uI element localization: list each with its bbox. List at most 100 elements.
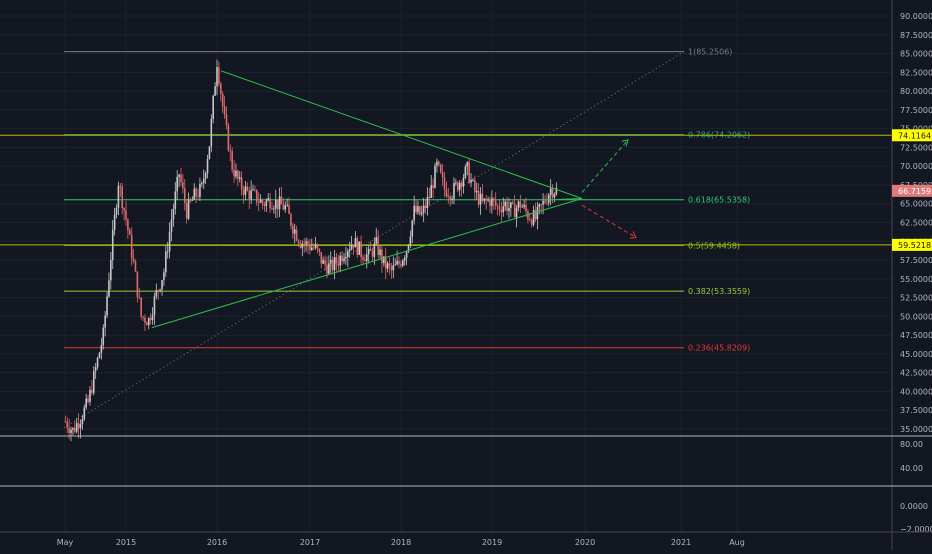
candle-body [134,261,137,272]
candle-body [132,258,135,262]
candle-body [206,159,209,174]
candle-body [254,189,256,191]
price-tick-label: 80.0000 [900,87,932,96]
candle-body [424,205,427,209]
price-scale[interactable]: 90.0000 87.5000 85.0000 82.5000 80.0000 77.50… [900,12,932,434]
candle-body [508,207,510,212]
candle-body [360,241,362,258]
candle-body [276,199,279,210]
candle-body [534,210,537,220]
triangle-base-line[interactable] [544,197,583,201]
triangle-lower-trendline[interactable] [151,197,583,329]
candle-body [246,186,249,191]
candle-body [422,205,425,213]
candle-body [100,345,103,353]
candle-body [555,187,558,194]
candle-body [284,205,287,210]
candle-body [297,240,300,244]
candle-body [472,179,474,181]
fib-trend-line[interactable] [63,51,685,428]
candle-body [513,203,516,218]
candle-body [229,150,232,152]
time-scale[interactable]: May 2015 2016 2017 2018 2019 2020 2021 Aug [57,538,745,547]
price-tick-label: 52.5000 [900,294,932,303]
candle-body [441,172,444,178]
candle-body [140,297,142,317]
candle-body [259,199,262,203]
price-badge-label: 66.7159 [898,187,931,196]
candle-body [144,317,146,323]
fib-level-label: 0.618(65.5358) [688,196,750,205]
candle-body [303,243,306,245]
candle-body [250,190,252,200]
candle-body [301,243,304,248]
candle-body [161,280,163,290]
fib-level-label: 0.236(45.8209) [688,344,750,353]
candlestick-series [64,59,558,442]
candle-body [223,106,226,115]
candle-body [81,419,84,425]
candle-body [379,249,381,256]
candle-body [475,190,478,193]
candle-body [119,185,122,187]
candle-body [347,251,349,257]
candle-body [295,229,298,241]
price-tick-label: 55.0000 [900,275,932,284]
candle-body [180,174,182,183]
price-tick-label: 47.5000 [900,331,932,340]
candle-body [263,204,266,206]
bullish-projection-arrow[interactable] [581,139,629,193]
candle-body [506,201,508,212]
candle-body [451,198,453,200]
candle-body [314,244,317,248]
candle-body [182,182,184,189]
candle-body [434,165,436,188]
candle-body [536,206,539,220]
candle-body [225,114,228,126]
trendline-drawings[interactable] [151,70,637,329]
candle-body [375,237,378,244]
price-tick-label: 77.5000 [900,106,932,115]
candle-body [221,93,224,107]
candle-body [231,151,233,170]
indicator-scale[interactable]: 80.00 40.00 0.0000 −2.0000 [900,440,932,534]
candle-body [350,244,353,250]
time-tick-label: May [57,538,74,547]
bearish-projection-arrow[interactable] [581,204,637,238]
candle-body [79,424,82,429]
candle-body [195,188,197,197]
candle-body [252,189,254,191]
candle-body [496,205,499,207]
candle-body [290,213,292,226]
candle-body [87,398,89,402]
arrow-head-icon [629,231,637,239]
candle-body [407,244,410,252]
candle-body [202,178,205,184]
price-tick-label: 85.0000 [900,50,932,59]
candle-body [504,201,506,207]
candle-body [546,202,548,204]
candle-body [458,182,461,191]
triangle-upper-trendline[interactable] [220,70,583,199]
candle-body [426,196,429,209]
candle-body [542,200,544,205]
candle-body [151,315,154,321]
candle-body [398,260,400,265]
candle-body [383,256,385,264]
candle-body [460,182,463,187]
candle-body [413,205,415,221]
candle-body [456,182,459,191]
candle-body [240,177,243,190]
candle-body [529,219,531,221]
candle-body [400,264,402,266]
candle-body [527,211,529,220]
candle-body [328,263,330,274]
candle-body [142,316,144,318]
candle-body [354,237,357,248]
candle-body [365,254,368,262]
candle-body [510,202,512,208]
candle-body [405,251,408,259]
